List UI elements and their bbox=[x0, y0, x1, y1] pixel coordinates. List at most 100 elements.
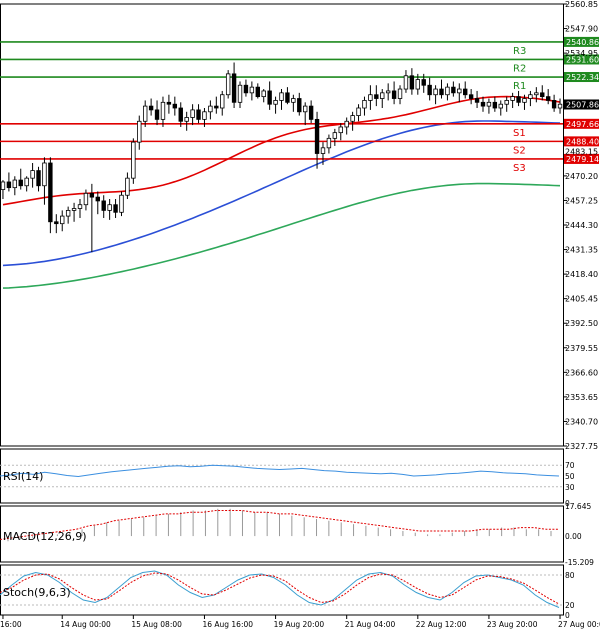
candle-body-up bbox=[83, 192, 89, 206]
candle-body-up bbox=[522, 98, 527, 103]
candle-body-down bbox=[95, 196, 100, 202]
candle-body-down bbox=[480, 101, 486, 107]
candle-body-up bbox=[261, 90, 266, 98]
candlestick-series bbox=[0, 62, 563, 253]
candle-body-up bbox=[433, 88, 438, 96]
candle-body-down bbox=[18, 179, 23, 187]
candle-body-up bbox=[30, 170, 35, 179]
candle-body-down bbox=[255, 86, 260, 98]
macd-panel-frame bbox=[0, 505, 564, 563]
rsi-tick-label: 0 bbox=[565, 499, 570, 508]
time-tick-label: 23 Aug 20:00 bbox=[487, 620, 538, 629]
candle-body-up bbox=[510, 96, 515, 101]
candle-body-down bbox=[285, 92, 290, 103]
price-tick-label: 2457.25 bbox=[565, 196, 598, 205]
level-price-tag-text: 2531.60 bbox=[566, 55, 599, 64]
time-tick-label: 16:00 bbox=[0, 620, 22, 629]
candle-body-down bbox=[154, 109, 160, 120]
candle-body-down bbox=[551, 100, 557, 109]
candle-body-up bbox=[42, 162, 47, 187]
macd-label: MACD(12,26,9) bbox=[3, 530, 87, 543]
level-price-tag-text: 2497.66 bbox=[566, 120, 599, 129]
candle-body-up bbox=[24, 177, 29, 187]
price-tick-label: 2534.95 bbox=[565, 49, 598, 58]
candle-body-up bbox=[190, 109, 195, 118]
candle-body-up bbox=[131, 141, 136, 179]
candle-body-down bbox=[545, 96, 551, 101]
stoch-panel-frame bbox=[0, 564, 564, 616]
indicator-panels: RSI(14) 70 50 30 0 MACD(12,26,9) 17.645 0.00 -15… bbox=[0, 461, 594, 620]
stoch-label: Stoch(9,6,3) bbox=[3, 586, 71, 599]
stoch-tick-label: 0 bbox=[565, 611, 570, 620]
candle-body-down bbox=[54, 221, 59, 225]
ma-line-2 bbox=[2, 182, 561, 289]
level-price-tag-text: 2522.34 bbox=[566, 73, 599, 82]
level-label-s1: S1 bbox=[513, 128, 526, 139]
candle-body-down bbox=[540, 92, 545, 98]
macd-tick-label: -15.209 bbox=[565, 558, 594, 567]
level-price-tag-r2 bbox=[564, 54, 599, 65]
candle-body-down bbox=[308, 105, 314, 120]
time-tick-label: 22 Aug 12:00 bbox=[416, 620, 467, 629]
candle-body-up bbox=[385, 90, 391, 94]
level-label-s3: S3 bbox=[513, 163, 526, 174]
candle-body-up bbox=[415, 79, 421, 90]
candle-body-up bbox=[332, 132, 338, 139]
candle-body-up bbox=[71, 208, 77, 211]
time-tick-label: 14 Aug 00:00 bbox=[60, 620, 111, 629]
price-tick-label: 2327.75 bbox=[565, 442, 598, 451]
candle-body-up bbox=[362, 100, 367, 109]
candle-body-down bbox=[297, 98, 302, 113]
candle-body-up bbox=[486, 101, 492, 107]
candle-body-up bbox=[279, 92, 284, 101]
candle-body-up bbox=[202, 111, 207, 120]
candle-body-up bbox=[220, 94, 225, 109]
main-panel-frame bbox=[0, 3, 564, 447]
price-tick-label: 2431.35 bbox=[565, 246, 598, 255]
price-tick-label: 2470.20 bbox=[565, 172, 598, 181]
candle-body-up bbox=[208, 105, 213, 113]
candle-body-up bbox=[403, 75, 409, 90]
candle-body-down bbox=[166, 101, 172, 105]
candle-body-down bbox=[101, 200, 106, 211]
candle-body-down bbox=[468, 94, 474, 99]
candle-body-up bbox=[125, 177, 130, 196]
candle-body-down bbox=[231, 73, 237, 103]
candle-body-down bbox=[48, 162, 53, 223]
candle-body-down bbox=[463, 88, 468, 96]
candle-body-up bbox=[445, 86, 450, 96]
candle-body-down bbox=[492, 101, 498, 109]
level-price-tag-text: 2540.86 bbox=[566, 38, 599, 47]
level-label-r3: R3 bbox=[513, 46, 526, 57]
candle-body-down bbox=[214, 105, 219, 109]
candle-body-down bbox=[178, 107, 183, 122]
level-price-tag-text: 2479.14 bbox=[566, 155, 599, 164]
candle-body-up bbox=[528, 94, 533, 99]
candle-body-up bbox=[12, 179, 18, 189]
candle-body-up bbox=[237, 84, 243, 103]
price-tick-label: 2405.45 bbox=[565, 295, 598, 304]
candle-body-down bbox=[6, 181, 12, 189]
candle-body-down bbox=[196, 109, 201, 120]
moving-averages bbox=[2, 95, 561, 289]
candle-body-down bbox=[172, 103, 178, 109]
candle-body-down bbox=[113, 204, 118, 213]
candle-body-up bbox=[184, 117, 189, 122]
time-axis: 16:00 14 Aug 00:00 15 Aug 08:00 16 Aug 16:0… bbox=[0, 615, 600, 629]
macd-tick-label: 17.645 bbox=[565, 502, 591, 511]
price-tick-label: 2444.30 bbox=[565, 221, 598, 230]
current-price-text: 2507.86 bbox=[566, 100, 599, 109]
candle-body-up bbox=[326, 137, 332, 149]
candle-body-up bbox=[356, 107, 361, 116]
price-axis: 2560.85 2547.90 2534.95 2470.20 2457.25 2444.… bbox=[563, 0, 598, 451]
time-tick-label: 21 Aug 04:00 bbox=[345, 620, 396, 629]
candle-body-down bbox=[314, 118, 320, 154]
time-tick-label: 19 Aug 20:00 bbox=[274, 620, 325, 629]
stoch-tick-label: 20 bbox=[565, 601, 575, 610]
candle-body-up bbox=[249, 86, 255, 94]
candle-body-up bbox=[557, 103, 563, 109]
level-label-s2: S2 bbox=[513, 145, 526, 156]
rsi-line bbox=[0, 464, 560, 478]
candle-body-down bbox=[391, 90, 397, 99]
candle-body-down bbox=[36, 170, 41, 187]
